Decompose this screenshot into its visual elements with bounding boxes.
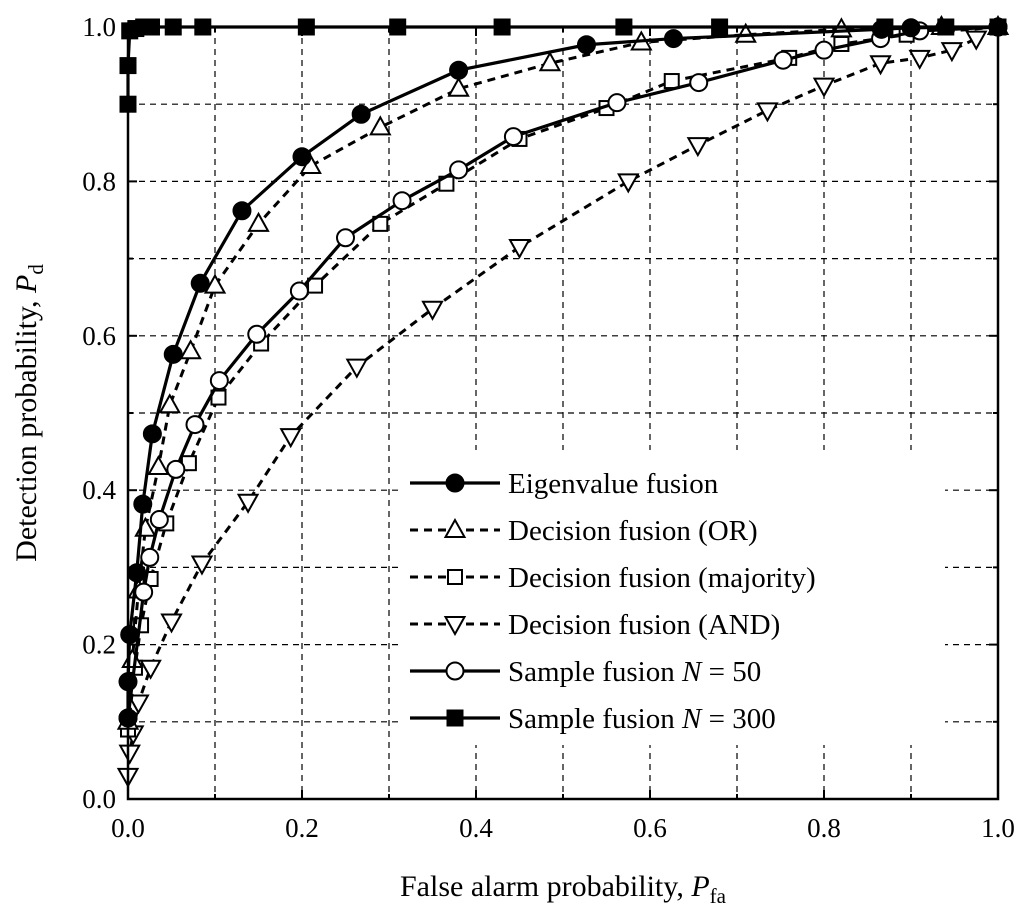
data-point	[773, 50, 793, 70]
data-point	[307, 277, 324, 294]
series-4	[118, 17, 1008, 728]
data-point	[663, 73, 680, 90]
data-point	[185, 415, 205, 435]
data-point	[190, 273, 210, 293]
data-point	[734, 22, 757, 43]
data-point	[576, 35, 596, 55]
data-point	[127, 694, 150, 715]
data-point	[965, 30, 988, 51]
series-3	[116, 30, 988, 788]
data-point	[663, 29, 683, 49]
x-tick-label: 0.8	[807, 813, 841, 843]
data-point	[160, 613, 183, 634]
data-point	[179, 339, 202, 360]
data-point	[351, 104, 371, 124]
data-point	[292, 147, 312, 167]
data-point	[447, 76, 470, 97]
data-point	[686, 137, 710, 158]
data-point	[336, 228, 355, 248]
legend-label: Decision fusion (OR)	[508, 515, 758, 547]
x-tick-label: 0.4	[459, 813, 493, 843]
y-tick-label: 0.6	[82, 321, 116, 351]
data-point	[247, 324, 267, 344]
legend-marker	[445, 661, 465, 681]
legend-marker	[446, 709, 464, 727]
data-point	[289, 281, 309, 301]
data-point	[449, 160, 469, 180]
legend-marker	[443, 517, 467, 538]
legend-marker	[447, 569, 463, 585]
data-point	[121, 647, 144, 669]
data-point	[369, 115, 392, 136]
data-point	[166, 459, 186, 479]
data-point	[163, 344, 183, 364]
x-axis-title: False alarm probability, Pfa	[400, 870, 727, 908]
data-point	[232, 201, 252, 221]
data-point	[120, 625, 140, 645]
legend-marker	[445, 473, 465, 493]
data-point	[812, 77, 836, 98]
data-point	[133, 494, 153, 514]
data-point	[147, 454, 170, 476]
y-tick-label: 1.0	[82, 12, 116, 42]
y-tick-label: 0.2	[82, 630, 116, 660]
data-point	[392, 191, 412, 211]
legend-label: Sample fusion N = 50	[508, 656, 761, 688]
data-point	[134, 582, 154, 602]
y-axis-title: Detection probability, Pd	[10, 264, 48, 562]
data-point	[203, 273, 227, 294]
legend-background	[400, 450, 945, 745]
data-point	[149, 510, 169, 530]
data-point	[345, 358, 369, 379]
series-line	[126, 25, 998, 722]
data-point	[538, 51, 562, 72]
data-point	[142, 424, 162, 444]
data-point	[756, 102, 779, 123]
data-point	[140, 547, 160, 567]
data-point	[421, 300, 444, 321]
legend-label: Decision fusion (majority)	[508, 562, 816, 594]
data-point	[139, 659, 162, 680]
data-point	[503, 127, 523, 147]
legend-label: Sample fusion N = 300	[508, 703, 776, 735]
data-point	[209, 371, 229, 391]
data-point	[940, 42, 964, 63]
legend-label: Decision fusion (AND)	[508, 609, 780, 641]
data-point	[607, 93, 627, 113]
tick-labels: 0.0 0.2 0.4 0.6 0.8 1.0 0.0 0.2 0.4 0.6 0.8 1.0	[82, 12, 1015, 843]
axes	[126, 25, 1000, 801]
data-point	[869, 55, 892, 76]
data-point	[279, 428, 302, 449]
data-point	[158, 393, 181, 414]
data-point	[908, 49, 931, 70]
data-point	[190, 555, 214, 576]
data-point	[814, 40, 834, 60]
data-point	[689, 73, 709, 93]
y-tick-label: 0.4	[82, 475, 116, 505]
data-point	[617, 173, 640, 194]
legend-label: Eigenvalue fusion	[508, 468, 719, 500]
legend: Eigenvalue fusion Decision fusion (OR) Dec…	[400, 450, 945, 745]
data-point	[508, 239, 531, 260]
x-tick-label: 0.0	[111, 813, 145, 843]
data-point	[449, 60, 469, 80]
data-point	[236, 493, 260, 514]
x-tick-label: 0.6	[633, 813, 667, 843]
x-tick-label: 0.2	[285, 813, 319, 843]
legend-marker	[443, 616, 467, 637]
data-point	[118, 744, 141, 765]
data-point	[247, 211, 270, 232]
y-tick-label: 0.8	[82, 166, 116, 196]
y-tick-label: 0.0	[82, 784, 116, 814]
x-tick-label: 1.0	[981, 813, 1015, 843]
